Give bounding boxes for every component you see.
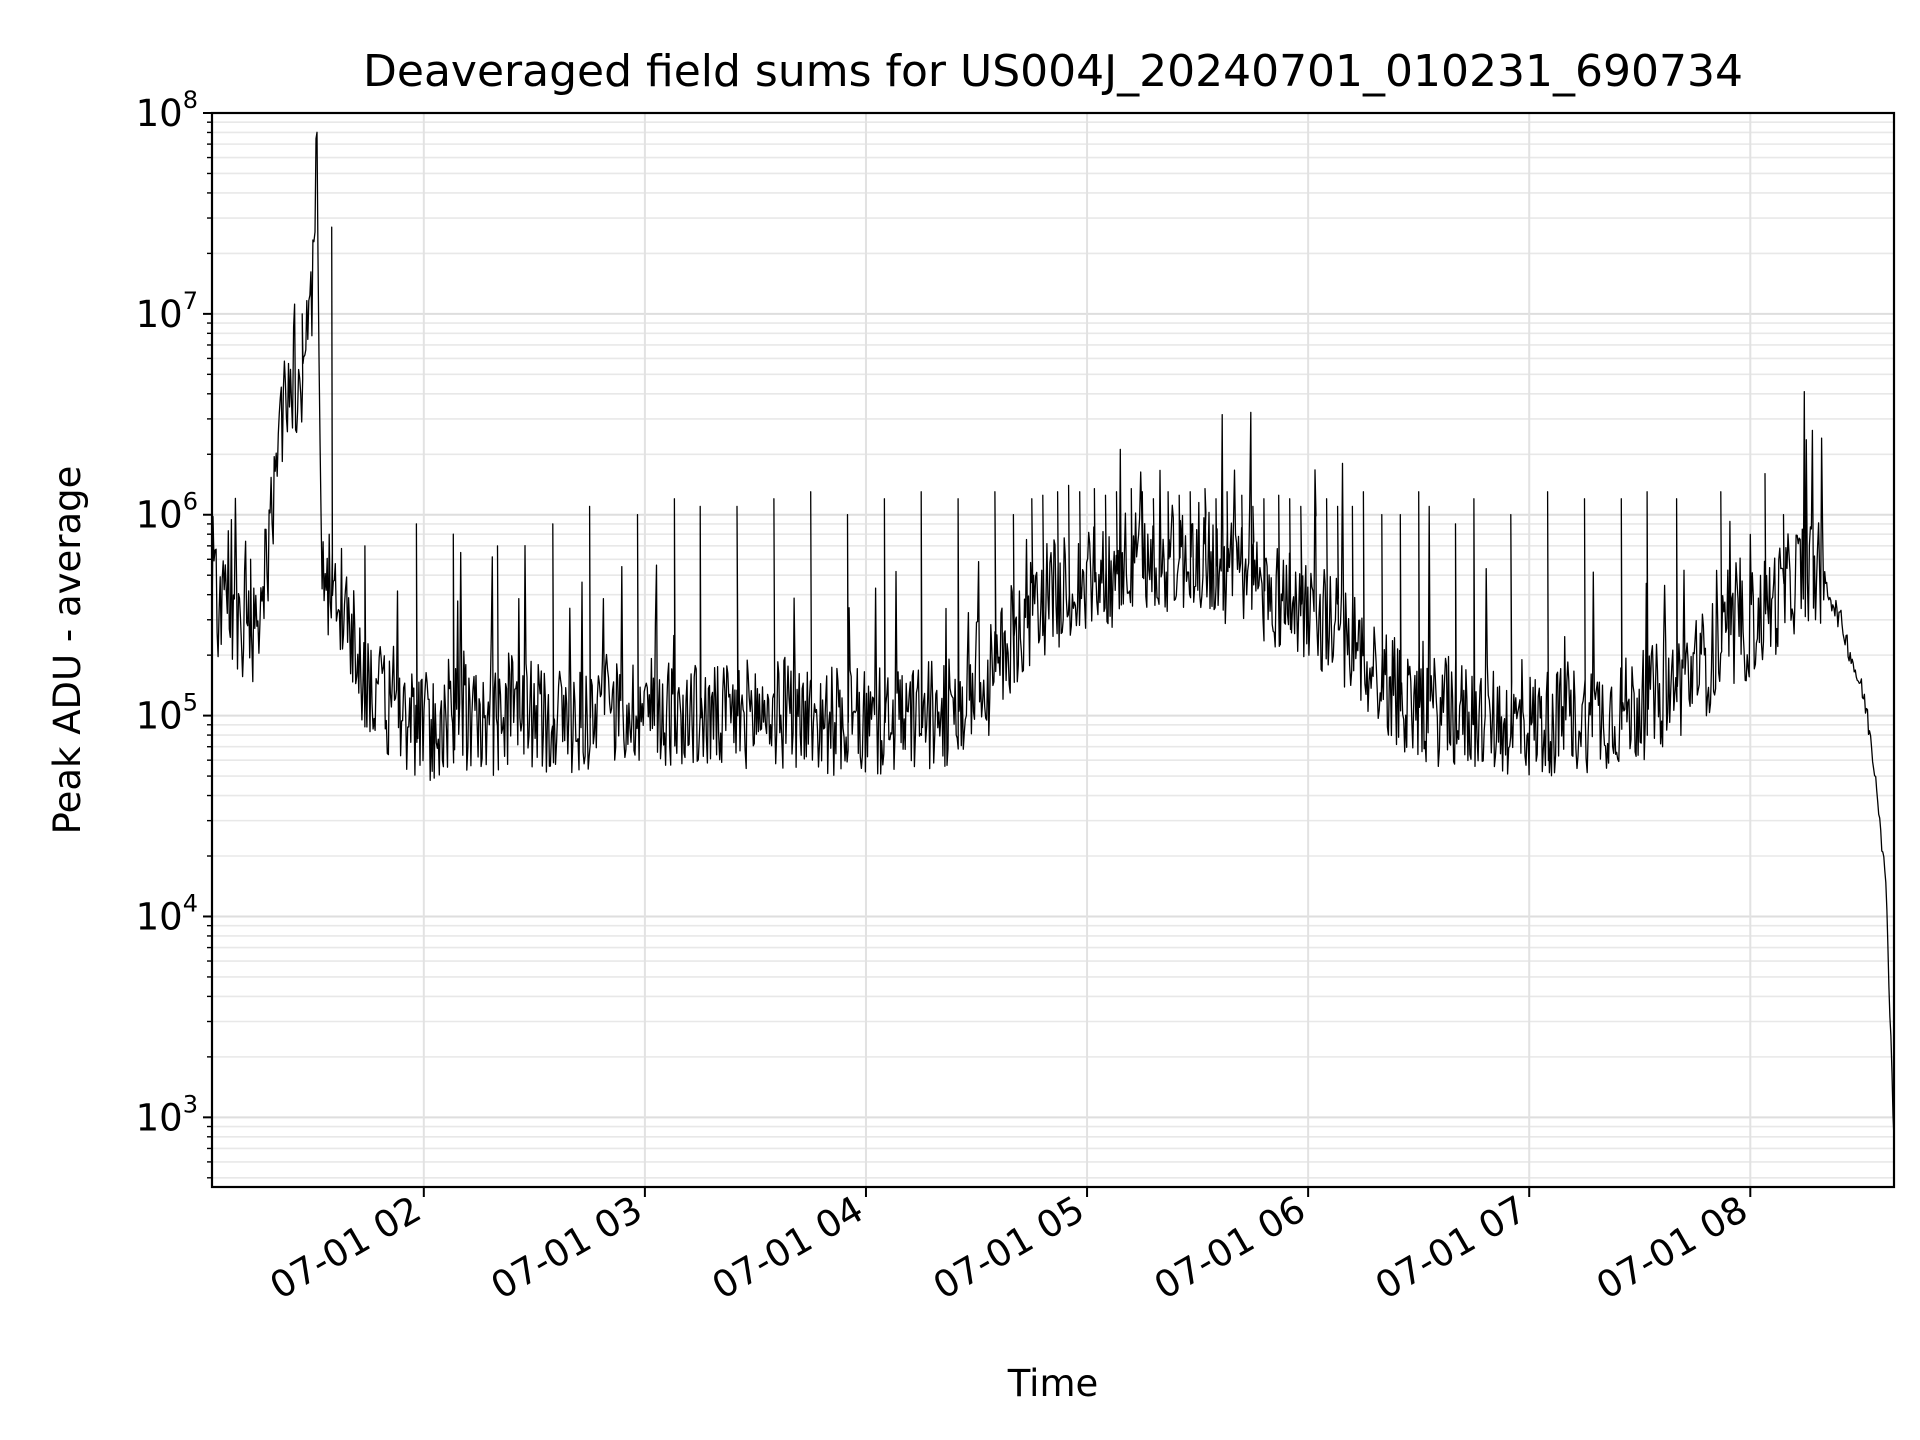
y-axis-label: Peak ADU - average xyxy=(46,466,89,835)
y-tick-label: 105 xyxy=(136,689,198,738)
y-tick-label: 103 xyxy=(136,1090,198,1139)
series-line xyxy=(212,131,1894,1139)
y-tick-label: 106 xyxy=(136,488,198,537)
x-axis-label: Time xyxy=(1007,1362,1099,1405)
y-tick-label: 108 xyxy=(136,86,198,135)
chart-title: Deaveraged field sums for US004J_2024070… xyxy=(363,46,1743,97)
plot-frame xyxy=(210,111,1896,1189)
y-tick-label: 107 xyxy=(136,287,198,336)
y-tick-label: 104 xyxy=(136,889,198,938)
data-series xyxy=(212,131,1894,1139)
